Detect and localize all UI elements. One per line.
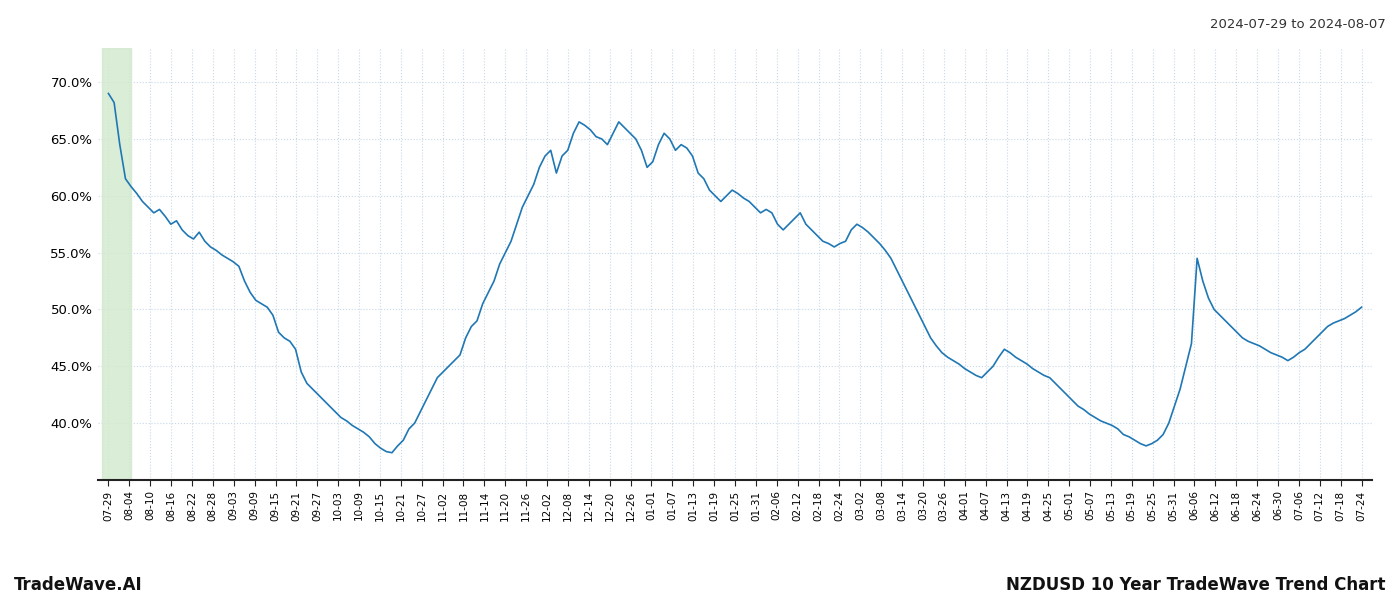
Text: 2024-07-29 to 2024-08-07: 2024-07-29 to 2024-08-07: [1210, 18, 1386, 31]
Bar: [102, 48, 132, 480]
Text: TradeWave.AI: TradeWave.AI: [14, 576, 143, 594]
Text: NZDUSD 10 Year TradeWave Trend Chart: NZDUSD 10 Year TradeWave Trend Chart: [1007, 576, 1386, 594]
